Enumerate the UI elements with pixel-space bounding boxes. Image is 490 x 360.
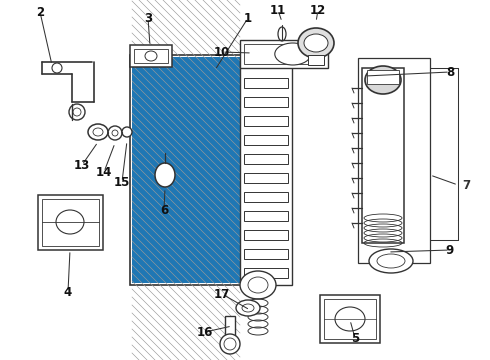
Bar xyxy=(367,70,399,84)
Bar xyxy=(358,58,430,263)
Text: 11: 11 xyxy=(270,4,286,17)
Bar xyxy=(240,40,328,68)
Ellipse shape xyxy=(108,126,122,140)
Text: 15: 15 xyxy=(114,176,130,189)
Bar xyxy=(244,230,288,240)
Ellipse shape xyxy=(236,300,260,316)
Bar xyxy=(225,316,235,338)
Ellipse shape xyxy=(242,304,254,312)
Bar xyxy=(244,192,288,202)
Ellipse shape xyxy=(304,34,328,52)
Bar xyxy=(244,116,288,126)
Text: 10: 10 xyxy=(214,45,230,59)
Ellipse shape xyxy=(122,127,132,137)
Text: 12: 12 xyxy=(310,4,326,17)
Ellipse shape xyxy=(240,271,276,299)
Text: 2: 2 xyxy=(36,5,44,18)
Text: 16: 16 xyxy=(197,325,213,338)
Text: 13: 13 xyxy=(74,158,90,171)
Ellipse shape xyxy=(155,163,175,187)
Bar xyxy=(244,97,288,107)
Text: 1: 1 xyxy=(244,12,252,24)
Bar xyxy=(244,268,288,278)
Bar xyxy=(244,135,288,145)
Bar xyxy=(244,154,288,164)
Bar xyxy=(244,249,288,259)
Ellipse shape xyxy=(69,104,85,120)
Bar xyxy=(362,68,404,243)
Bar xyxy=(130,45,172,67)
Ellipse shape xyxy=(365,66,401,94)
Bar xyxy=(244,44,324,64)
Bar xyxy=(244,211,288,221)
Text: 9: 9 xyxy=(446,243,454,257)
Bar xyxy=(132,57,240,283)
Bar xyxy=(134,49,168,63)
Bar xyxy=(324,299,376,339)
Ellipse shape xyxy=(220,334,240,354)
Bar xyxy=(38,195,103,250)
Bar xyxy=(244,78,288,88)
Text: 6: 6 xyxy=(160,203,168,216)
Text: 14: 14 xyxy=(96,166,112,179)
Bar xyxy=(240,60,292,285)
Text: 4: 4 xyxy=(64,285,72,298)
Ellipse shape xyxy=(298,28,334,58)
Ellipse shape xyxy=(369,249,413,273)
Bar xyxy=(130,55,285,285)
Text: 3: 3 xyxy=(144,12,152,24)
Ellipse shape xyxy=(248,277,268,293)
Bar xyxy=(244,173,288,183)
Bar xyxy=(308,55,324,65)
Ellipse shape xyxy=(377,254,405,268)
Ellipse shape xyxy=(88,124,108,140)
Ellipse shape xyxy=(275,43,311,65)
Text: 5: 5 xyxy=(351,332,359,345)
Bar xyxy=(320,295,380,343)
Text: 8: 8 xyxy=(446,66,454,78)
Text: 7: 7 xyxy=(462,179,470,192)
Bar xyxy=(42,199,99,246)
Text: 17: 17 xyxy=(214,288,230,301)
